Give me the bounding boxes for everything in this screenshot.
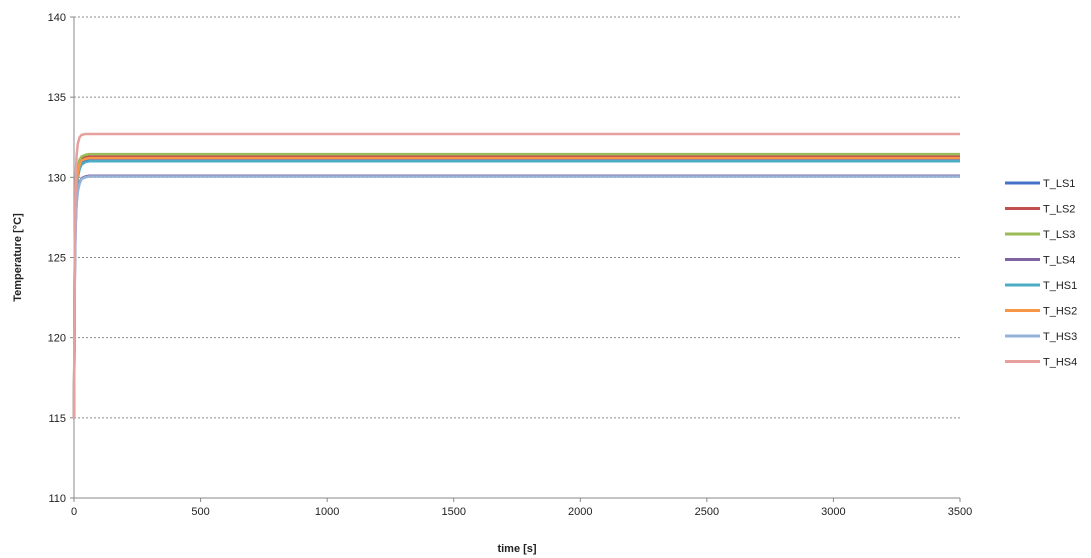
legend-label: T_HS3 (1043, 331, 1077, 343)
series-line-t-ls2 (72, 155, 960, 418)
series-line-t-hs3 (72, 175, 960, 418)
x-tick-label: 2500 (695, 506, 719, 518)
x-tick-label: 3000 (821, 506, 845, 518)
y-tick-label: 140 (48, 12, 66, 24)
y-axis-title: Temperature [°C] (12, 213, 24, 302)
x-tick-label: 1000 (315, 506, 339, 518)
series-line-t-ls4 (72, 174, 960, 418)
y-tick-label: 115 (48, 413, 66, 425)
legend-label: T_LS3 (1043, 229, 1075, 241)
y-tick-labels: 110 115 120 125 130 135 140 (48, 12, 74, 505)
legend-label: T_LS4 (1043, 255, 1075, 267)
y-tick-label: 135 (48, 92, 66, 104)
series-line-t-ls3 (72, 152, 960, 418)
series-line-t-ls1 (72, 159, 960, 418)
x-tick-label: 3500 (948, 506, 972, 518)
legend-label: T_HS1 (1043, 280, 1077, 292)
series-line-t-hs4 (72, 132, 960, 418)
series-lines (72, 132, 960, 418)
y-tick-label: 125 (48, 253, 66, 265)
legend-label: T_LS2 (1043, 204, 1075, 216)
x-tick-label: 1500 (441, 506, 465, 518)
legend: T_LS1 T_LS2 T_LS3 T_LS4 T_HS1 T_HS2 T_HS3 T_HS4 (1005, 178, 1077, 369)
gridlines (74, 16, 960, 419)
y-tick-label: 120 (48, 333, 66, 345)
y-tick-label: 110 (48, 493, 66, 505)
series-line-t-hs1 (72, 160, 960, 418)
series-line-t-hs2 (72, 156, 960, 418)
x-tick-label: 2000 (568, 506, 592, 518)
legend-label: T_HS2 (1043, 306, 1077, 318)
x-axis-title: time [s] (497, 543, 536, 555)
x-tick-labels: 0 500 1000 1500 2000 2500 3000 3500 (71, 498, 972, 518)
legend-label: T_HS4 (1043, 357, 1077, 369)
legend-label: T_LS1 (1043, 178, 1075, 190)
x-tick-label: 0 (71, 506, 77, 518)
x-tick-label: 500 (191, 506, 209, 518)
y-tick-label: 130 (48, 172, 66, 184)
